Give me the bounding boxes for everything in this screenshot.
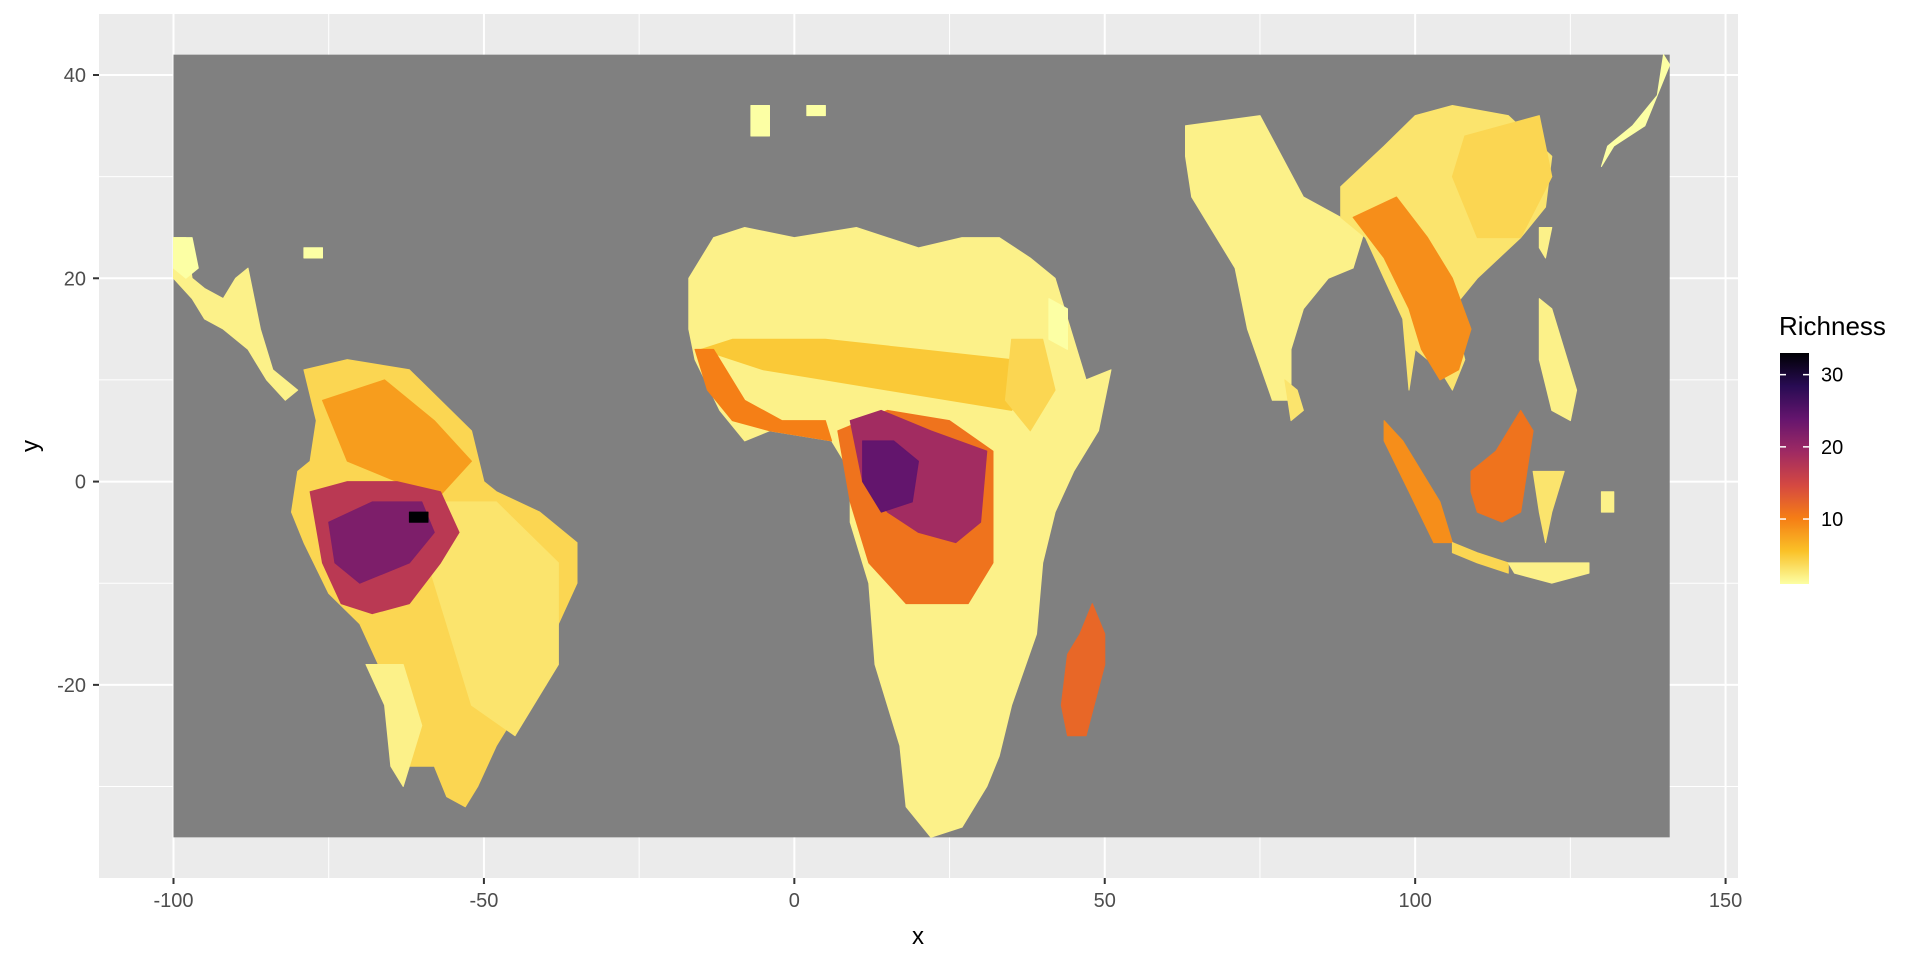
region-morocco bbox=[750, 105, 770, 137]
region-sumatra bbox=[1383, 420, 1453, 544]
region-madagascar bbox=[1060, 603, 1106, 737]
y-tick-label: 0 bbox=[75, 472, 86, 494]
x-tick-label: -100 bbox=[153, 890, 193, 912]
region-borneo bbox=[1470, 409, 1534, 523]
region-china-east bbox=[1451, 115, 1553, 239]
region-new-guinea-west bbox=[1600, 491, 1615, 513]
x-axis: -100 -50 0 50 100 150 bbox=[153, 878, 1742, 912]
x-tick-label: 50 bbox=[1094, 890, 1116, 912]
region-amazon-hotspot bbox=[408, 511, 429, 523]
region-japan bbox=[1600, 54, 1671, 167]
region-algeria bbox=[806, 105, 826, 117]
y-axis-title: y bbox=[17, 440, 44, 452]
region-sri-lanka bbox=[1284, 379, 1304, 422]
region-cuba bbox=[303, 247, 323, 259]
x-tick-label: -50 bbox=[469, 890, 498, 912]
y-tick-label: 20 bbox=[64, 268, 86, 290]
region-philippines bbox=[1538, 298, 1578, 422]
region-amazon-north bbox=[322, 379, 472, 503]
region-central-america bbox=[173, 237, 299, 401]
region-congo-core bbox=[862, 440, 919, 513]
x-tick-label: 100 bbox=[1398, 890, 1431, 912]
y-axis: -20 0 20 40 bbox=[57, 65, 99, 697]
x-tick-label: 150 bbox=[1709, 890, 1742, 912]
region-lesser-sundas bbox=[1507, 562, 1590, 584]
region-amazon-core bbox=[328, 501, 435, 584]
legend-ticks: 10 20 30 bbox=[1780, 365, 1843, 531]
region-india bbox=[1185, 115, 1366, 401]
region-ethiopia bbox=[1004, 338, 1056, 432]
y-tick-label: 40 bbox=[64, 65, 86, 87]
legend-title: Richness bbox=[1779, 311, 1886, 341]
region-java bbox=[1451, 542, 1509, 574]
legend-tick-label: 10 bbox=[1821, 509, 1843, 531]
x-tick-label: 0 bbox=[789, 890, 800, 912]
legend: Richness 10 20 30 bbox=[1779, 311, 1886, 584]
region-west-africa-coast bbox=[694, 348, 833, 442]
legend-tick-label: 30 bbox=[1821, 365, 1843, 387]
region-sulawesi bbox=[1532, 470, 1565, 544]
x-axis-title: x bbox=[912, 923, 924, 950]
y-tick-label: -20 bbox=[57, 675, 86, 697]
legend-color-bar bbox=[1780, 353, 1809, 584]
region-baja-and-mexico-north bbox=[173, 237, 199, 279]
richness-regions bbox=[173, 54, 1671, 838]
region-south-america-southwest bbox=[365, 664, 423, 787]
region-arabia-south bbox=[1048, 298, 1068, 350]
region-taiwan bbox=[1538, 227, 1553, 259]
region-indochina bbox=[1352, 196, 1472, 381]
legend-tick-label: 20 bbox=[1821, 437, 1843, 459]
